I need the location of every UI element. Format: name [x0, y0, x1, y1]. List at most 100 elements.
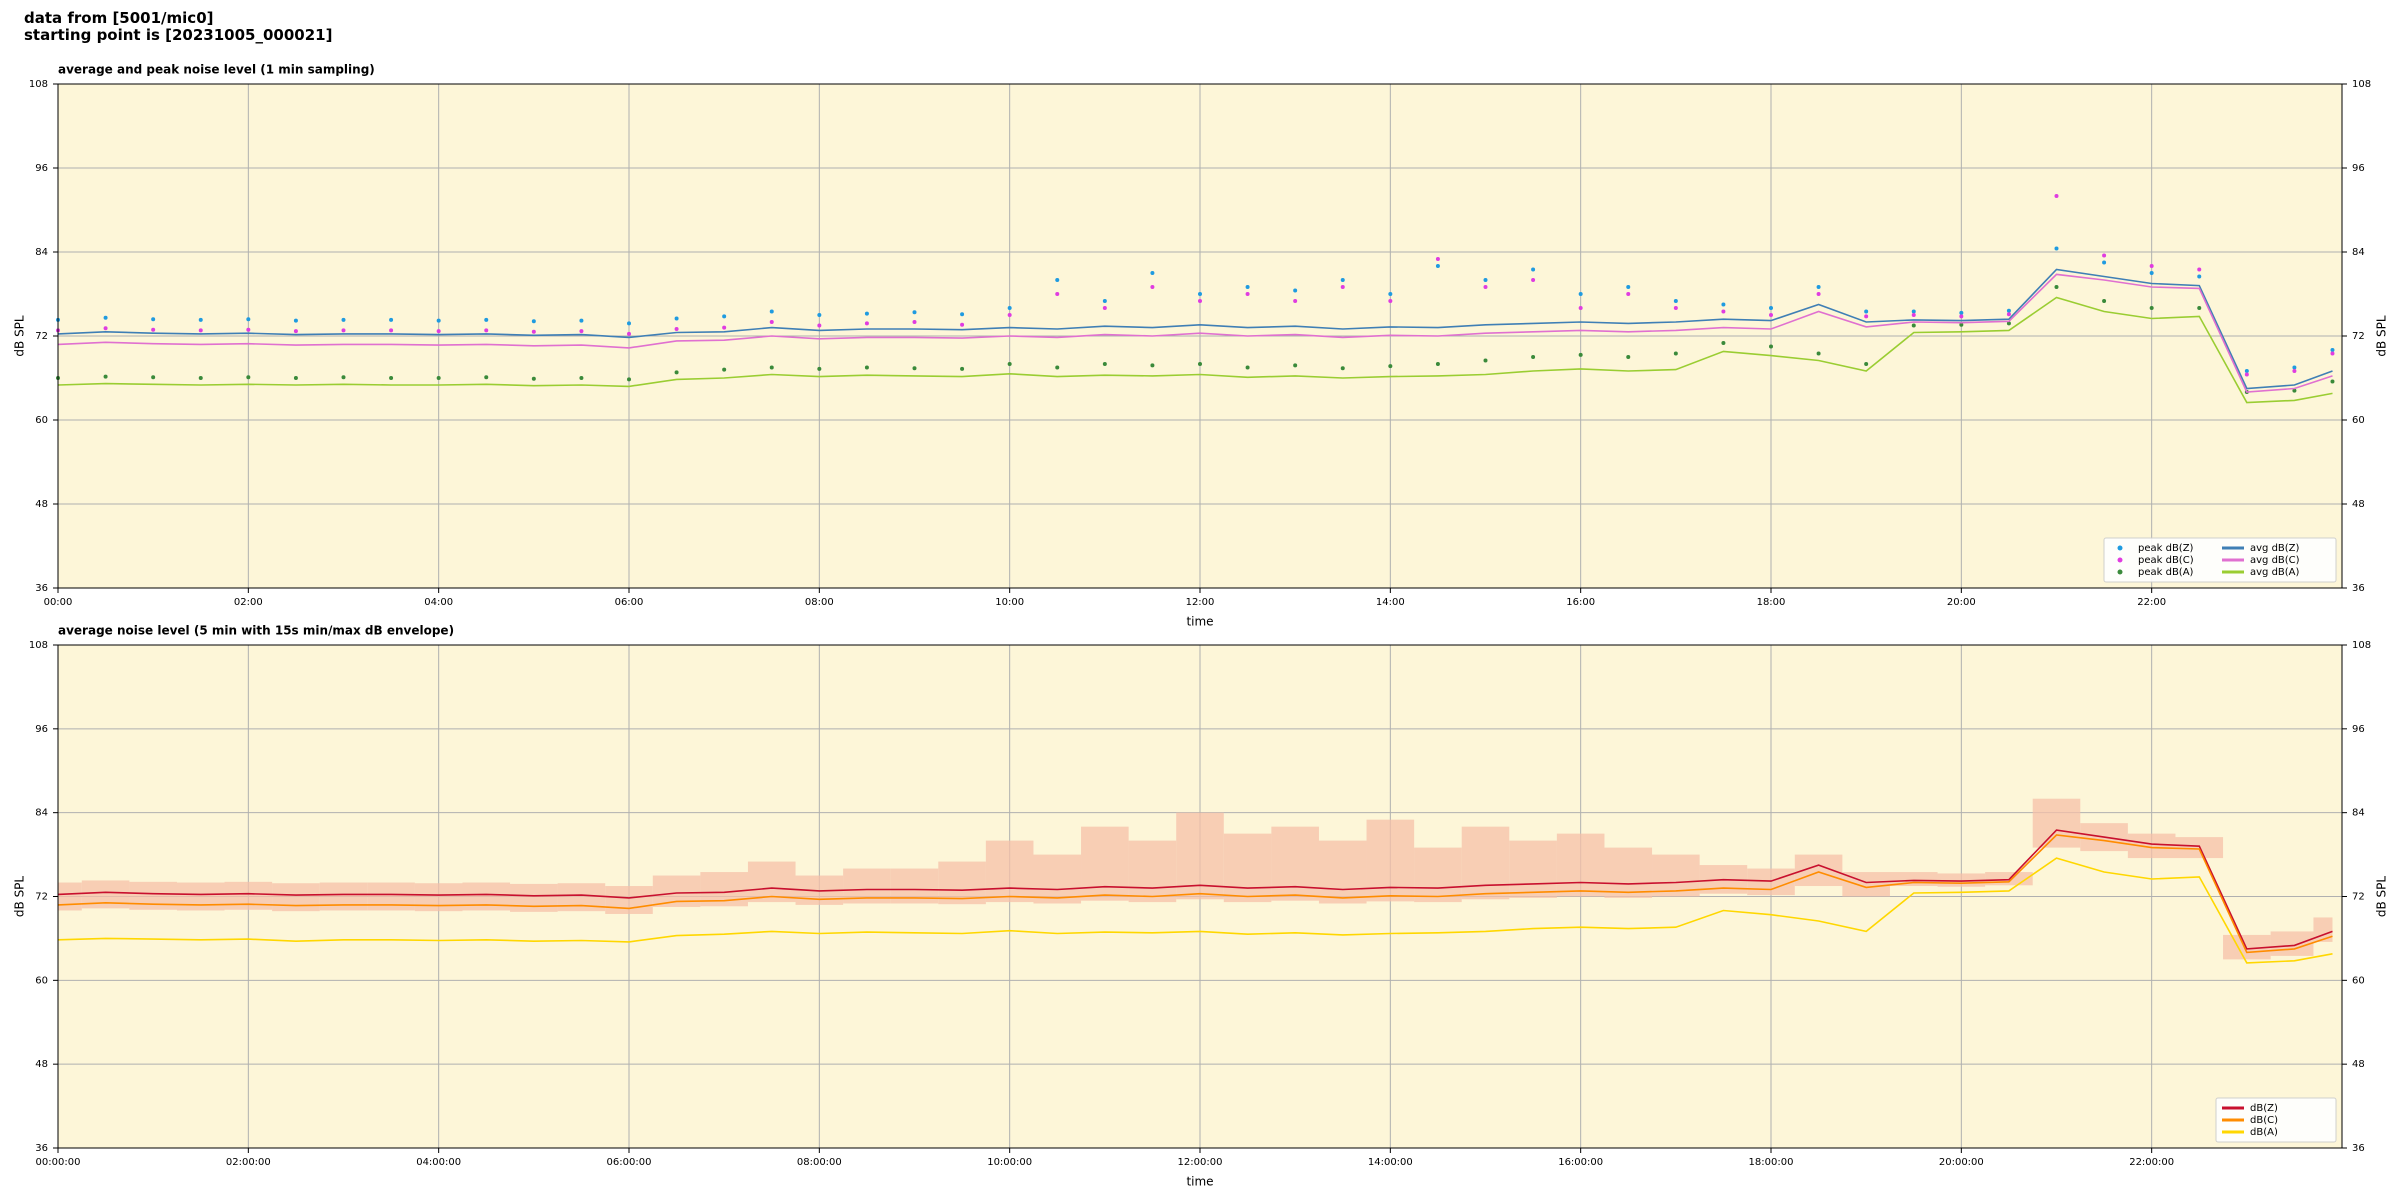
peak-point — [2102, 299, 2107, 303]
legend-label: peak dB(C) — [2138, 555, 2194, 566]
x-tick-label: 08:00:00 — [797, 1157, 842, 1168]
x-tick-label: 18:00 — [1757, 597, 1786, 608]
peak-point — [2006, 308, 2011, 313]
peak-point — [484, 317, 489, 322]
envelope — [224, 881, 273, 910]
peak-point — [2149, 306, 2154, 310]
peak-point — [1150, 363, 1155, 368]
envelope — [2032, 798, 2081, 848]
x-tick-label: 14:00 — [1376, 597, 1405, 608]
peak-point — [769, 320, 774, 324]
peak-point — [817, 313, 822, 317]
peak-point — [1293, 288, 1298, 293]
peak-point — [1864, 309, 1869, 314]
peak-point — [1959, 314, 1964, 319]
peak-point — [960, 366, 965, 371]
peak-point — [436, 329, 441, 334]
x-tick-label: 02:00:00 — [226, 1157, 271, 1168]
peak-point — [1150, 285, 1155, 289]
peak-point — [627, 377, 631, 382]
peak-point — [1007, 306, 1012, 310]
peak-point — [1959, 322, 1964, 327]
x-tick-label: 10:00 — [995, 597, 1024, 608]
envelope — [1318, 840, 1367, 904]
peak-point — [2244, 372, 2249, 377]
peak-point — [1007, 362, 1012, 366]
envelope — [1461, 826, 1510, 900]
peak-point — [864, 365, 869, 370]
y-tick-label: 96 — [2352, 163, 2365, 174]
x-axis-label: time — [1186, 1175, 1213, 1189]
peak-point — [341, 317, 346, 322]
peak-point — [1531, 355, 1536, 359]
peak-point — [293, 329, 298, 334]
peak-point — [246, 327, 251, 332]
peak-point — [1245, 365, 1250, 370]
peak-point — [1055, 278, 1060, 282]
x-tick-label: 22:00:00 — [2129, 1157, 2174, 1168]
peak-point — [1531, 278, 1536, 282]
peak-point — [2244, 369, 2249, 373]
legend-label: peak dB(A) — [2138, 567, 2194, 578]
peak-point — [579, 376, 584, 380]
envelope — [652, 875, 701, 907]
legend-box — [2215, 1097, 2337, 1143]
peak-point — [1055, 365, 1060, 370]
peak-point — [436, 376, 441, 380]
peak-point — [1721, 309, 1726, 314]
envelope — [1556, 833, 1605, 897]
peak-point — [2330, 379, 2335, 384]
series-line — [57, 834, 2333, 954]
peak-point — [1578, 352, 1583, 357]
y-axis-label: dB SPL — [13, 315, 27, 357]
peak-point — [1626, 355, 1631, 359]
plot-frame — [57, 644, 2343, 1149]
envelope — [1223, 833, 1272, 903]
peak-point — [1816, 351, 1821, 356]
envelope — [462, 882, 511, 911]
peak-point — [1911, 323, 1916, 328]
peak-point — [722, 325, 727, 330]
y-tick-label: 108 — [2352, 79, 2371, 90]
peak-point — [1626, 292, 1631, 296]
envelope — [2313, 917, 2333, 942]
peak-point — [1293, 363, 1298, 368]
y-tick-label: 96 — [35, 163, 48, 174]
x-tick-label: 20:00:00 — [1939, 1157, 1984, 1168]
peak-point — [769, 365, 774, 370]
peak-point — [151, 327, 156, 332]
peak-point — [2292, 388, 2297, 393]
x-tick-label: 10:00:00 — [987, 1157, 1032, 1168]
peak-point — [1435, 257, 1440, 261]
y-tick-label: 108 — [29, 640, 48, 651]
peak-point — [389, 376, 394, 380]
envelope — [176, 882, 225, 911]
peak-point — [103, 315, 108, 320]
peak-point — [2149, 271, 2154, 275]
envelope — [938, 861, 986, 905]
envelope — [605, 886, 653, 914]
peak-point — [1293, 299, 1298, 303]
y-tick-label: 48 — [2352, 1059, 2365, 1070]
x-tick-label: 06:00:00 — [607, 1157, 652, 1168]
peak-point — [2330, 348, 2335, 352]
peak-point — [1483, 358, 1488, 363]
peak-point — [579, 318, 584, 323]
legend-label: avg dB(A) — [2250, 567, 2300, 578]
peak-point — [246, 375, 251, 380]
peak-point — [912, 310, 917, 315]
peak-point — [1435, 362, 1440, 366]
peak-point — [2197, 274, 2202, 279]
peak-point — [103, 374, 108, 379]
legend-label: dB(Z) — [2250, 1103, 2278, 1114]
peak-point — [1245, 285, 1250, 289]
x-tick-label: 00:00 — [44, 597, 73, 608]
y-tick-label: 48 — [2352, 499, 2365, 510]
peak-point — [1340, 285, 1345, 289]
peak-point — [2102, 253, 2107, 258]
legend-box — [2103, 537, 2337, 583]
envelope — [1033, 854, 1082, 904]
envelope — [1271, 826, 1319, 901]
